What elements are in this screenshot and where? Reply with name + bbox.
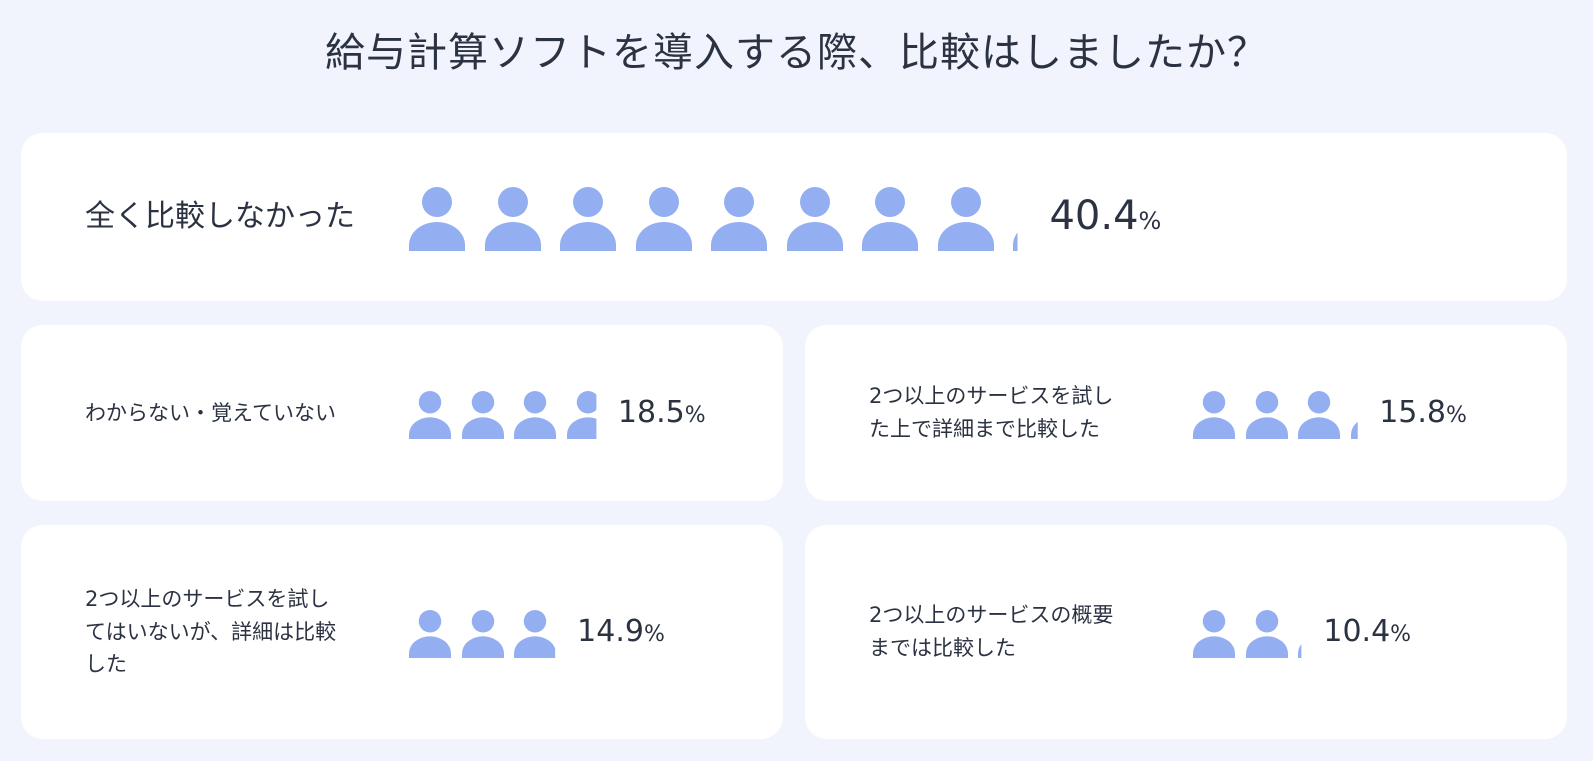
person-icon: [514, 391, 556, 439]
result-card: 2つ以上のサービスを試し てはいないが、詳細は比較 した 14.9%: [21, 525, 783, 739]
answer-label-line: た上で詳細まで比較した: [869, 416, 1100, 441]
person-icon: [409, 610, 451, 658]
percent-unit: %: [1390, 622, 1412, 647]
answer-label: 2つ以上のサービスを試し てはいないが、詳細は比較 した: [85, 583, 389, 681]
percent-value: 15.8%: [1379, 395, 1467, 430]
person-icon: [1298, 391, 1340, 439]
percent-value: 40.4%: [1049, 193, 1161, 239]
result-card: 2つ以上のサービスの概要 までは比較した 10.4%: [805, 525, 1567, 739]
person-icon: [484, 187, 541, 251]
person-icon: [461, 610, 504, 658]
answer-label: 2つ以上のサービスを試し た上で詳細まで比較した: [869, 380, 1173, 445]
answer-label: 全く比較しなかった: [85, 194, 389, 241]
person-icon: [786, 187, 843, 251]
answer-label-line: 全く比較しなかった: [85, 198, 355, 234]
percent-number: 40.4: [1049, 193, 1139, 239]
person-icon: [461, 391, 504, 439]
result-card: 2つ以上のサービスを試し た上で詳細まで比較した 15.8%: [805, 325, 1567, 501]
person-icon: [937, 187, 994, 251]
chart-title: 給与計算ソフトを導入する際、比較はしましたか？: [325, 30, 1268, 76]
answer-label-line: までは比較した: [869, 635, 1016, 660]
person-icon: [862, 187, 918, 251]
answer-label: 2つ以上のサービスの概要 までは比較した: [869, 599, 1173, 664]
percent-number: 15.8: [1379, 395, 1447, 430]
answer-label-line: 2つ以上のサービスの概要: [869, 603, 1114, 628]
person-icon: [566, 391, 596, 439]
percent-unit: %: [1138, 207, 1162, 235]
answer-label: わからない・覚えていない: [85, 397, 389, 430]
person-icon: [1193, 391, 1235, 439]
person-icon: [1350, 421, 1358, 439]
person-icon: [1013, 232, 1018, 251]
person-icon: [711, 187, 767, 251]
person-icon: [409, 391, 451, 439]
result-card: わからない・覚えていない 18.5%: [21, 325, 783, 501]
result-card: 全く比較しなかった 40.4%: [21, 133, 1567, 301]
person-icon: [514, 610, 556, 658]
percent-unit: %: [643, 622, 665, 647]
percent-value: 18.5%: [618, 395, 706, 430]
person-icon: [560, 187, 616, 251]
percent-number: 10.4: [1323, 614, 1391, 649]
answer-label-line: 2つ以上のサービスを試し: [869, 384, 1114, 409]
percent-number: 14.9: [577, 614, 644, 649]
person-icon: [1245, 391, 1288, 439]
answer-label-line: てはいないが、詳細は比較: [85, 619, 337, 644]
person-icon: [1245, 610, 1288, 658]
person-icon: [635, 187, 692, 251]
answer-label-line: わからない・覚えていない: [85, 400, 336, 425]
answer-label-line: した: [85, 652, 127, 677]
percent-unit: %: [684, 403, 706, 428]
percent-number: 18.5: [617, 395, 685, 430]
percent-value: 10.4%: [1323, 614, 1411, 649]
person-icon: [1298, 644, 1302, 658]
person-icon: [409, 187, 465, 251]
percent-unit: %: [1446, 403, 1467, 428]
person-icon: [1193, 610, 1235, 658]
answer-label-line: 2つ以上のサービスを試し: [85, 587, 330, 612]
percent-value: 14.9%: [577, 614, 665, 649]
